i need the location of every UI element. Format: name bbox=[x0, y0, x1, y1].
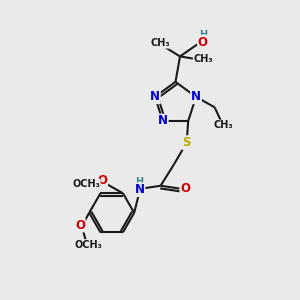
Text: CH₃: CH₃ bbox=[213, 120, 233, 130]
Text: O: O bbox=[97, 174, 107, 187]
Text: N: N bbox=[150, 90, 160, 103]
Text: O: O bbox=[75, 219, 85, 232]
Text: CH₃: CH₃ bbox=[150, 38, 170, 48]
Text: O: O bbox=[180, 182, 190, 195]
Text: CH₃: CH₃ bbox=[194, 54, 213, 64]
Text: N: N bbox=[158, 115, 168, 128]
Text: S: S bbox=[182, 136, 191, 149]
Text: OCH₃: OCH₃ bbox=[72, 179, 100, 189]
Text: N: N bbox=[191, 90, 201, 103]
Text: OCH₃: OCH₃ bbox=[74, 240, 102, 250]
Text: N: N bbox=[135, 183, 145, 196]
Text: H: H bbox=[199, 30, 207, 40]
Text: O: O bbox=[198, 35, 208, 49]
Text: H: H bbox=[136, 177, 144, 187]
